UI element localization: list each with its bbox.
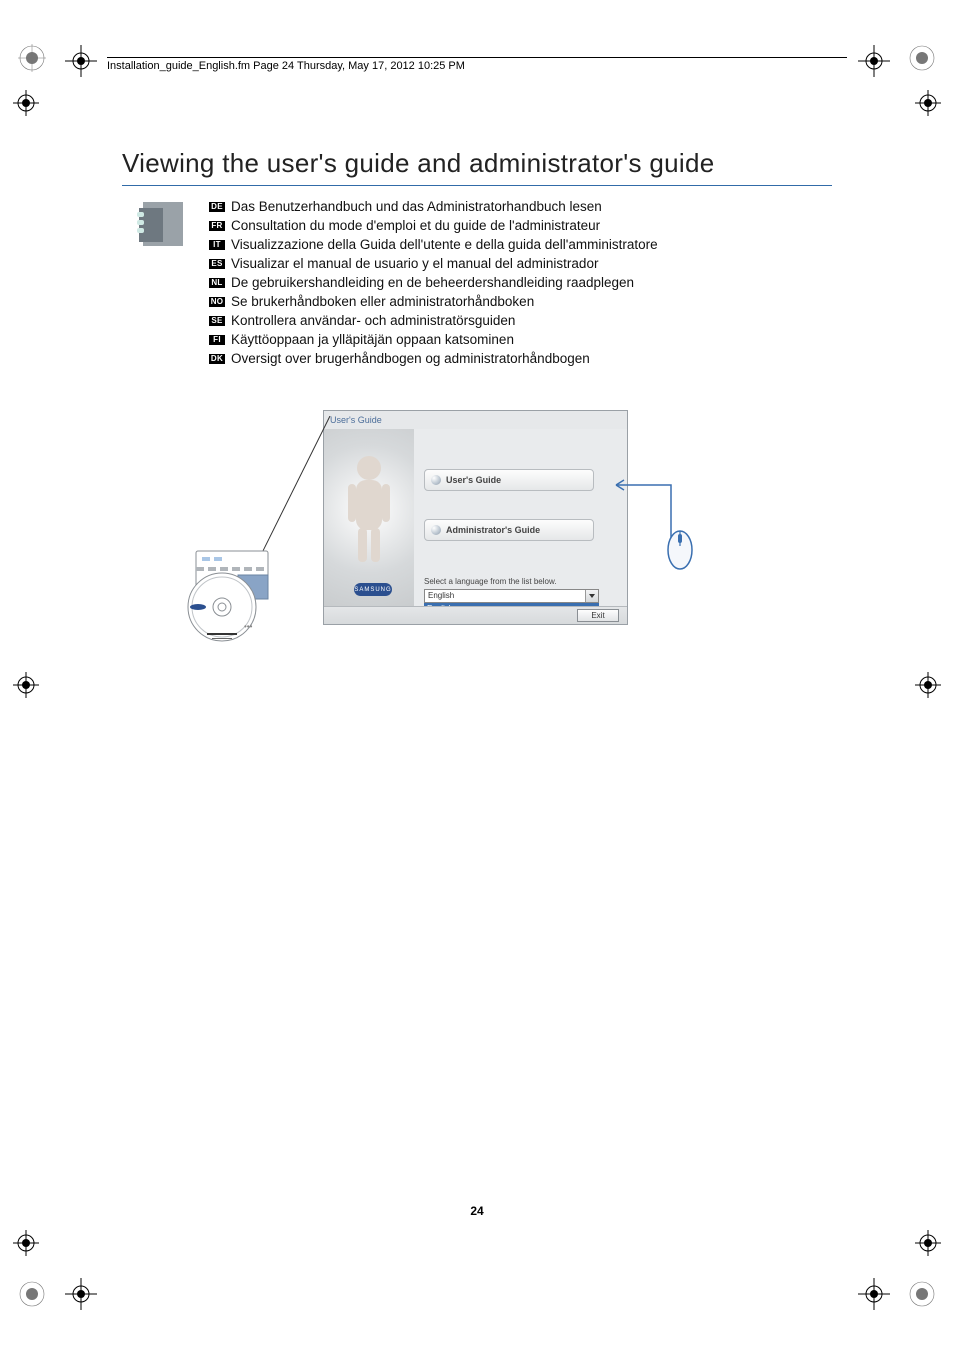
instruction-figure: User's Guide SAMSUNG User's Guide bbox=[182, 400, 742, 680]
page-number: 24 bbox=[0, 1204, 954, 1218]
translation-row: IT Visualizzazione della Guida dell'utent… bbox=[209, 236, 658, 254]
translation-row: SE Kontrollera användar- och administratö… bbox=[209, 312, 658, 330]
crop-mark-icon bbox=[915, 90, 941, 116]
lang-badge: DE bbox=[209, 202, 225, 212]
framemaker-header: Installation_guide_English.fm Page 24 Th… bbox=[107, 57, 847, 72]
crop-mark-icon bbox=[13, 1230, 39, 1256]
brand-badge: SAMSUNG bbox=[354, 583, 392, 596]
lang-badge: FI bbox=[209, 335, 225, 345]
translation-text: Consultation du mode d'emploi et du guid… bbox=[231, 217, 600, 235]
translation-row: ES Visualizar el manual de usuario y el m… bbox=[209, 255, 658, 273]
cd-drive-icon: ••• bbox=[182, 545, 292, 660]
language-select[interactable]: English bbox=[424, 589, 599, 603]
button-label: User's Guide bbox=[446, 475, 501, 485]
lang-badge: NL bbox=[209, 278, 225, 288]
bullet-icon bbox=[431, 525, 441, 535]
translation-row: FR Consultation du mode d'emploi et du gu… bbox=[209, 217, 658, 235]
admin-guide-button[interactable]: Administrator's Guide bbox=[424, 519, 594, 541]
crop-mark-icon bbox=[908, 44, 936, 72]
lang-badge: DK bbox=[209, 354, 225, 364]
translation-row: NO Se brukerhåndboken eller administrator… bbox=[209, 293, 658, 311]
lang-badge: FR bbox=[209, 221, 225, 231]
crop-mark-icon bbox=[908, 1280, 936, 1308]
crop-mark-icon bbox=[65, 1278, 97, 1310]
translation-text: Oversigt over brugerhåndbogen og adminis… bbox=[231, 350, 590, 368]
button-label: Administrator's Guide bbox=[446, 525, 540, 535]
crop-mark-icon bbox=[18, 1280, 46, 1308]
crop-mark-icon bbox=[858, 45, 890, 77]
dialog-footer: Exit bbox=[324, 606, 627, 624]
translation-row: NL De gebruikershandleiding en de beheerd… bbox=[209, 274, 658, 292]
translation-text: De gebruikershandleiding en de beheerder… bbox=[231, 274, 634, 292]
chevron-down-icon bbox=[589, 594, 595, 598]
translation-list: DE Das Benutzerhandbuch und das Administr… bbox=[209, 198, 658, 369]
bullet-icon bbox=[431, 475, 441, 485]
crop-mark-icon bbox=[915, 1230, 941, 1256]
translation-text: Käyttöoppaan ja ylläpitäjän oppaan katso… bbox=[231, 331, 514, 349]
translation-text: Visualizar el manual de usuario y el man… bbox=[231, 255, 598, 273]
crop-mark-icon bbox=[13, 672, 39, 698]
translation-text: Se brukerhåndboken eller administratorhå… bbox=[231, 293, 534, 311]
crop-mark-icon bbox=[915, 672, 941, 698]
exit-button[interactable]: Exit bbox=[577, 609, 619, 622]
crop-mark-icon bbox=[18, 44, 46, 72]
lang-badge: NO bbox=[209, 297, 225, 307]
translation-text: Visualizzazione della Guida dell'utente … bbox=[231, 236, 658, 254]
lang-badge: ES bbox=[209, 259, 225, 269]
user-guide-dialog: User's Guide SAMSUNG User's Guide bbox=[323, 410, 628, 625]
crop-mark-icon bbox=[13, 90, 39, 116]
language-label: Select a language from the list below. bbox=[424, 577, 557, 586]
lang-badge: SE bbox=[209, 316, 225, 326]
translation-row: FI Käyttöoppaan ja ylläpitäjän oppaan kat… bbox=[209, 331, 658, 349]
translation-row: DK Oversigt over brugerhåndbogen og admin… bbox=[209, 350, 658, 368]
dialog-body: User's Guide Administrator's Guide Selec… bbox=[414, 429, 627, 606]
page-title: Viewing the user's guide and administrat… bbox=[122, 148, 832, 186]
lang-badge: IT bbox=[209, 240, 225, 250]
translation-row: DE Das Benutzerhandbuch und das Administr… bbox=[209, 198, 658, 216]
crop-mark-icon bbox=[858, 1278, 890, 1310]
person-icon bbox=[344, 454, 394, 566]
mouse-icon bbox=[665, 528, 695, 577]
manual-book-icon bbox=[135, 198, 187, 255]
language-selected-value: English bbox=[428, 591, 454, 600]
translation-text: Kontrollera användar- och administratörs… bbox=[231, 312, 515, 330]
translation-text: Das Benutzerhandbuch und das Administrat… bbox=[231, 198, 602, 216]
svg-text:•••: ••• bbox=[244, 622, 253, 631]
crop-mark-icon bbox=[65, 45, 97, 77]
user-guide-button[interactable]: User's Guide bbox=[424, 469, 594, 491]
